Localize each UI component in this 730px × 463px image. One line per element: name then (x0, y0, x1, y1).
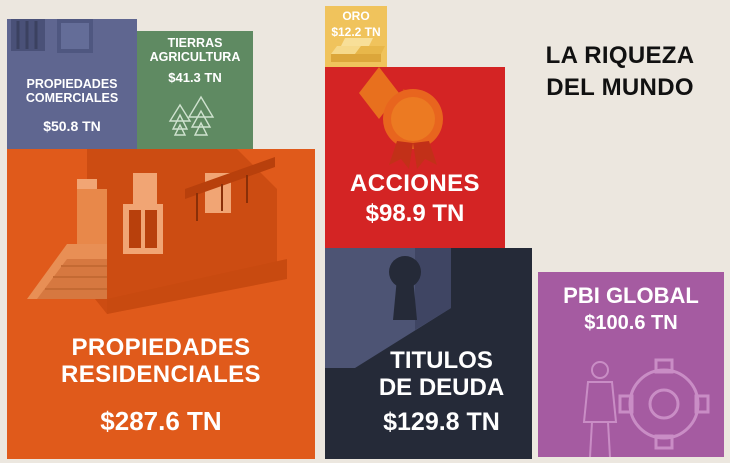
block-oro: ORO $12.2 TN (325, 6, 387, 67)
keyhole-icon (325, 248, 451, 368)
block-label: TITULOS DE DEUDA (351, 347, 532, 402)
certificate-seal-icon (359, 67, 443, 169)
block-acciones: ACCIONES $98.9 TN (325, 67, 505, 248)
gold-bars-icon (331, 38, 385, 62)
block-propiedades-residenciales: PROPIEDADES RESIDENCIALES $287.6 TN (7, 149, 315, 459)
block-label: PROPIEDADES RESIDENCIALES (7, 334, 315, 389)
block-amount: $50.8 TN (43, 118, 101, 134)
block-amount: $41.3 TN (168, 70, 222, 85)
block-label: PROPIEDADES COMERCIALES (7, 77, 137, 105)
title-line-2: DEL MUNDO (546, 74, 694, 102)
block-amount: $12.2 TN (331, 25, 381, 39)
block-label: PBI GLOBAL (563, 283, 699, 308)
name-line-2: RESIDENCIALES (61, 360, 261, 388)
name-line-1: PROPIEDADES (71, 334, 251, 361)
name-line-1: TITULOS (390, 347, 493, 374)
name-line-2: COMERCIALES (25, 91, 119, 105)
name-line-2: DE DEUDA (378, 373, 505, 401)
block-amount: $100.6 TN (584, 312, 678, 334)
block-amount: $287.6 TN (100, 406, 222, 436)
title-line-1: LA RIQUEZA (545, 42, 695, 69)
building-window-icon (11, 19, 93, 53)
block-propiedades-comerciales: PROPIEDADES COMERCIALES $50.8 TN (7, 19, 137, 149)
block-pbi-global: PBI GLOBAL $100.6 TN (538, 272, 724, 457)
page-title: LA RIQUEZA DEL MUNDO (520, 40, 720, 105)
block-amount: $129.8 TN (383, 408, 500, 436)
house-icon (27, 149, 287, 314)
name-line-2: AGRICULTURA (149, 50, 241, 64)
worker-gear-icon (582, 358, 710, 457)
pine-trees-icon (168, 95, 215, 136)
name-line-1: TIERRAS (167, 36, 223, 50)
block-label: ORO (342, 9, 370, 23)
block-label: ACCIONES (350, 170, 480, 197)
block-amount: $98.9 TN (365, 200, 465, 227)
block-tierras-agricultura: TIERRAS AGRICULTURA $41.3 TN (137, 31, 253, 149)
name-line-1: PROPIEDADES (26, 77, 118, 91)
block-label: TIERRAS AGRICULTURA (137, 36, 253, 64)
block-titulos-de-deuda: TITULOS DE DEUDA $129.8 TN (325, 248, 532, 459)
